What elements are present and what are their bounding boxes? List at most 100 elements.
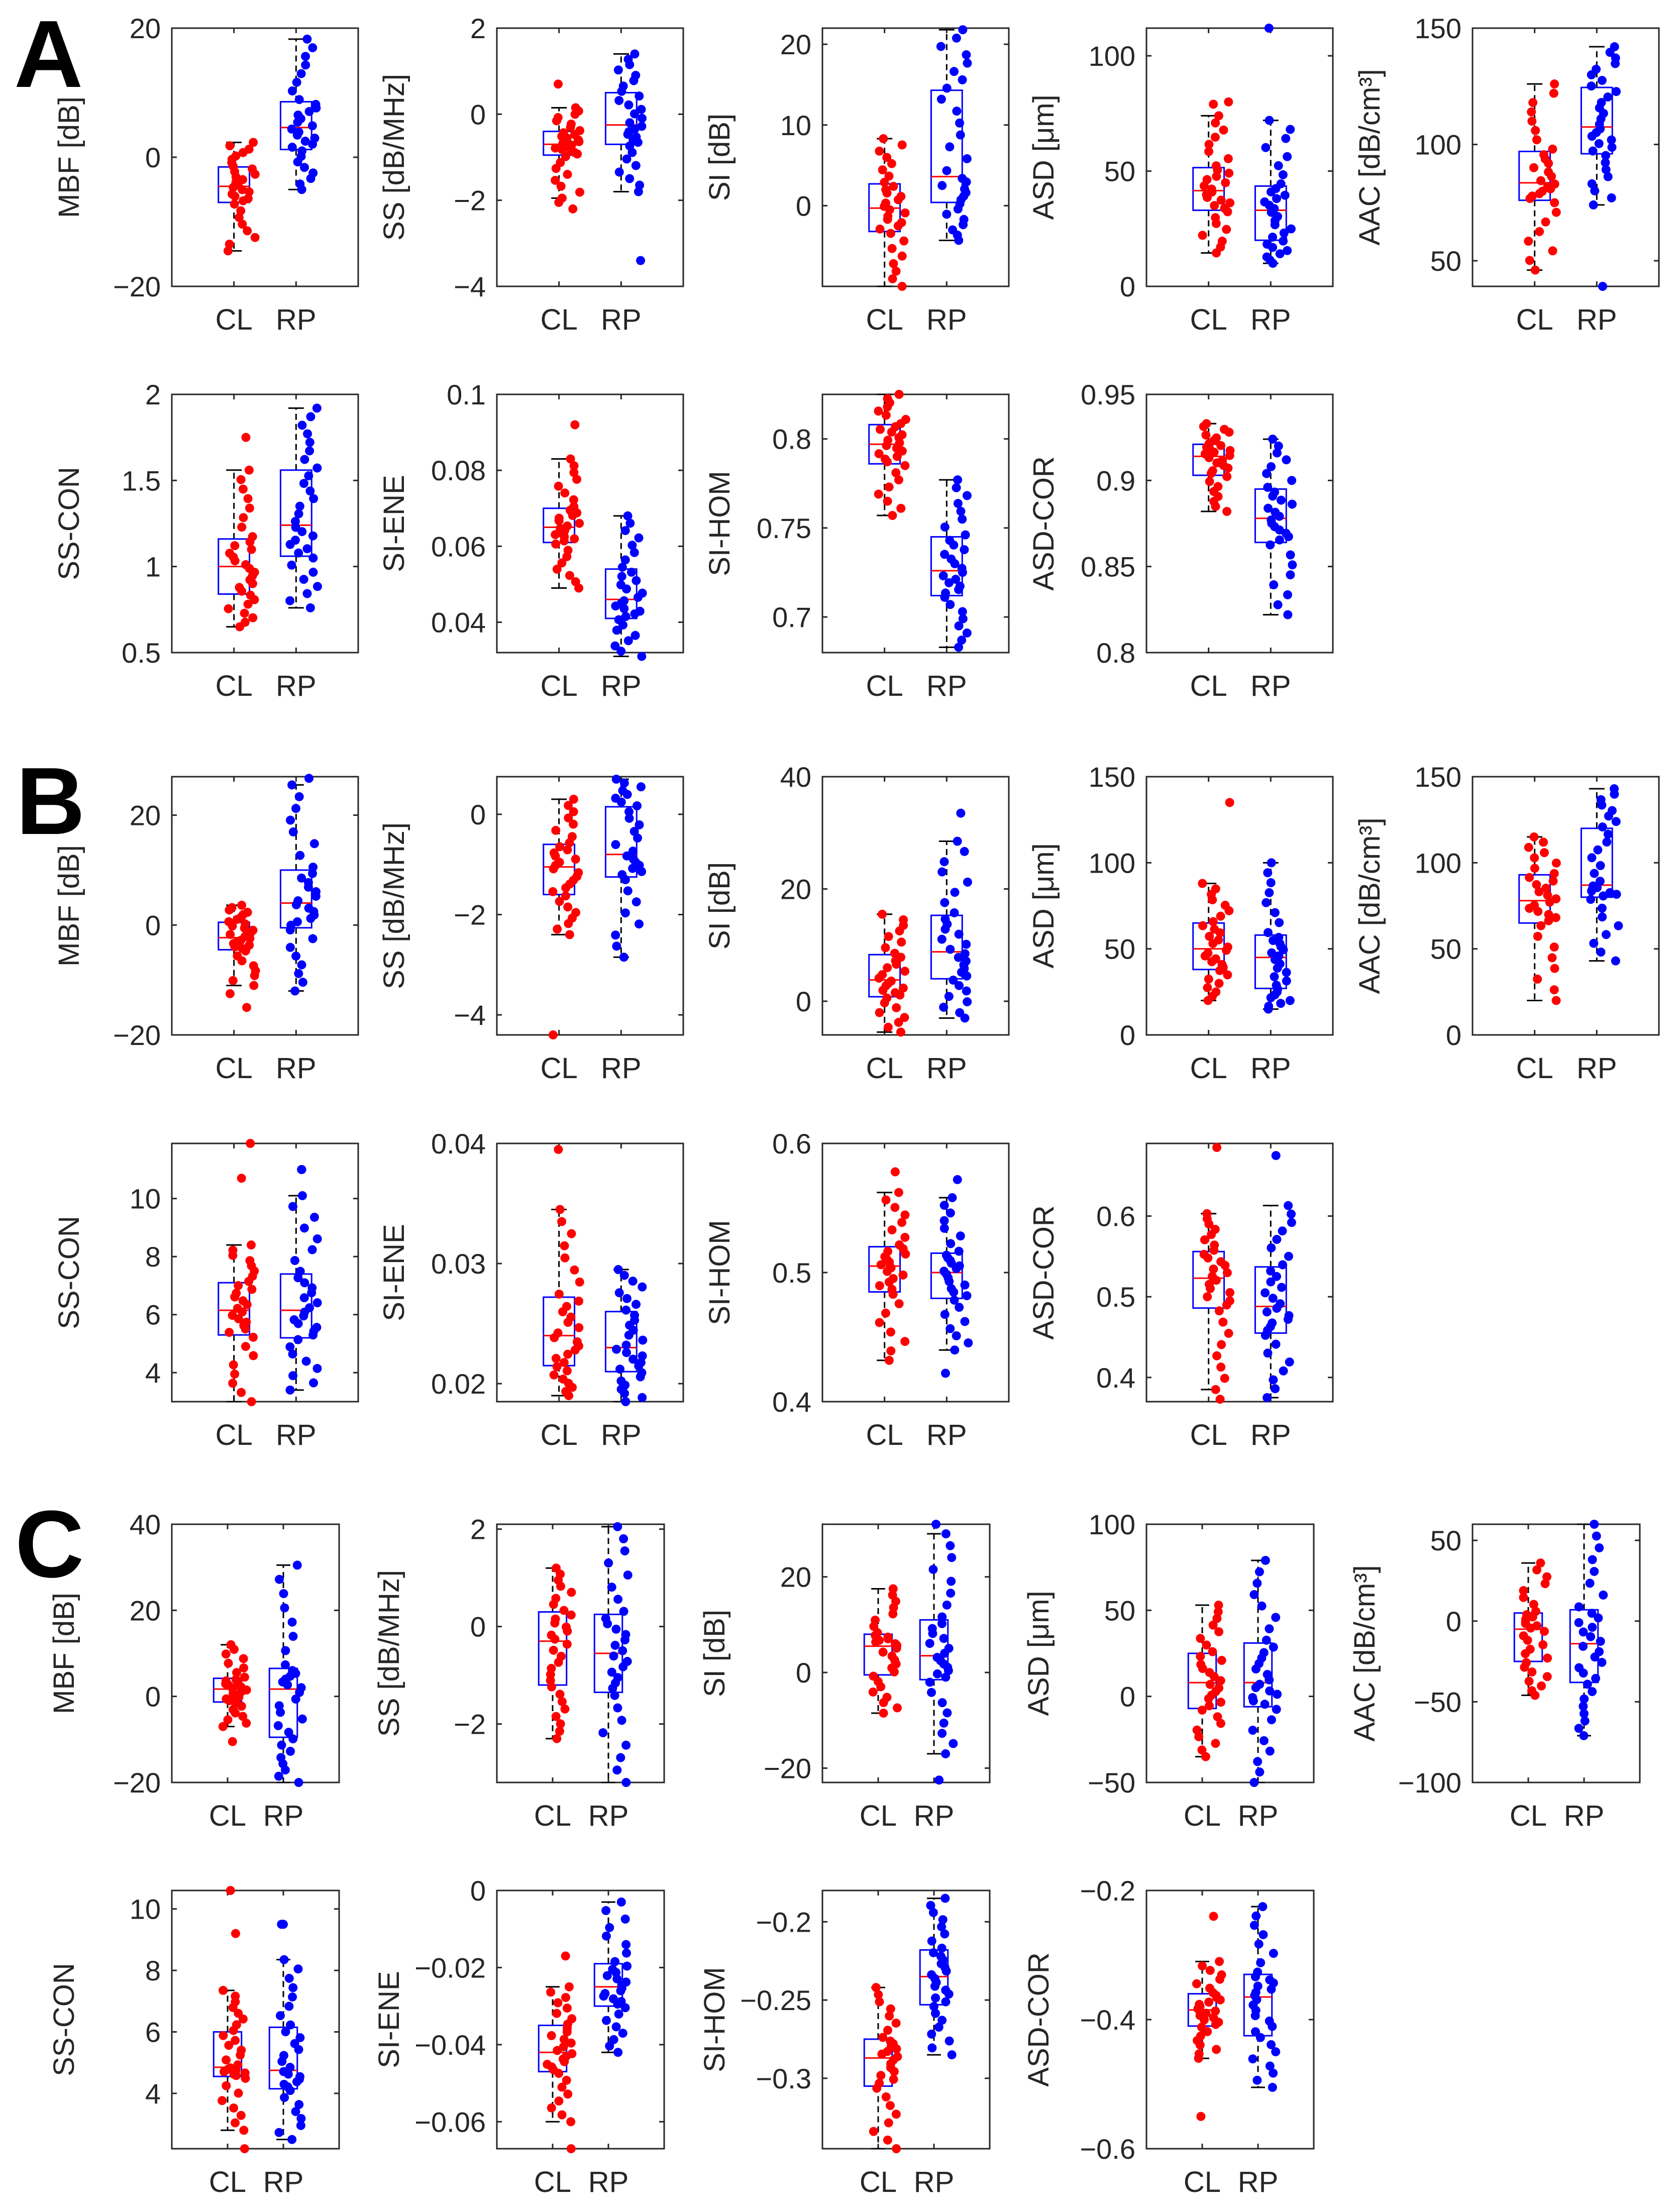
data-point-rp bbox=[1283, 246, 1292, 255]
data-point-cl bbox=[1544, 167, 1553, 177]
box-rp bbox=[1580, 42, 1621, 291]
y-tick-label: 1.5 bbox=[122, 465, 161, 496]
data-point-cl bbox=[1198, 231, 1207, 240]
data-point-cl bbox=[1216, 1362, 1226, 1372]
data-point-rp bbox=[963, 58, 972, 68]
data-point-cl bbox=[554, 2096, 564, 2106]
y-tick-label: 20 bbox=[130, 13, 161, 44]
data-point-cl bbox=[225, 141, 235, 151]
data-point-rp bbox=[1285, 1357, 1294, 1367]
data-point-cl bbox=[567, 140, 576, 150]
data-point-rp bbox=[629, 548, 639, 557]
y-axis-label: SS-CON bbox=[48, 1963, 80, 2076]
data-point-cl bbox=[557, 2082, 567, 2092]
data-point-cl bbox=[1214, 1306, 1224, 1316]
data-point-rp bbox=[598, 1728, 608, 1738]
data-point-rp bbox=[300, 455, 309, 464]
subplot-b-9: 0.4 0.5 0.6 ASD-COR CL RP bbox=[1027, 1142, 1334, 1451]
data-point-cl bbox=[241, 1342, 250, 1351]
data-point-rp bbox=[293, 896, 303, 906]
data-point-cl bbox=[221, 1676, 231, 1686]
y-tick-label: 0 bbox=[1120, 271, 1135, 302]
data-point-rp bbox=[617, 572, 626, 581]
data-point-rp bbox=[1283, 610, 1293, 619]
data-point-rp bbox=[622, 1348, 632, 1357]
data-point-rp bbox=[626, 567, 636, 577]
data-point-rp bbox=[1595, 1543, 1604, 1552]
x-tick-label-cl: CL bbox=[1184, 1800, 1221, 1832]
data-point-cl bbox=[894, 390, 904, 399]
iqr-box bbox=[1580, 827, 1613, 898]
data-point-cl bbox=[1537, 1681, 1546, 1691]
data-point-cl bbox=[897, 282, 907, 291]
data-point-rp bbox=[288, 1371, 298, 1381]
data-point-cl bbox=[1225, 1296, 1234, 1306]
box-cl bbox=[543, 794, 583, 1039]
data-point-cl bbox=[891, 468, 901, 477]
data-point-rp bbox=[1272, 1272, 1281, 1281]
data-point-rp bbox=[941, 1749, 951, 1758]
data-point-rp bbox=[927, 1624, 937, 1633]
data-point-rp bbox=[632, 576, 641, 585]
data-point-rp bbox=[928, 1564, 938, 1574]
data-point-rp bbox=[1287, 499, 1297, 509]
data-point-rp bbox=[962, 986, 971, 996]
data-point-cl bbox=[1214, 1683, 1224, 1693]
x-tick-label-rp: RP bbox=[588, 1800, 629, 1832]
data-point-cl bbox=[879, 1708, 888, 1718]
data-point-rp bbox=[628, 847, 638, 856]
data-point-cl bbox=[1224, 168, 1234, 178]
data-point-cl bbox=[1543, 1653, 1552, 1663]
data-point-rp bbox=[638, 588, 647, 598]
data-point-cl bbox=[551, 1594, 561, 1603]
subplot-c-2: −2 0 2 SS [dB/MHz] CL RP bbox=[373, 1514, 665, 1832]
data-point-rp bbox=[962, 1291, 972, 1301]
data-point-cl bbox=[246, 590, 255, 600]
data-point-cl bbox=[231, 151, 241, 161]
data-point-rp bbox=[620, 1546, 629, 1556]
data-point-rp bbox=[1271, 1613, 1281, 1622]
data-point-rp bbox=[276, 1753, 286, 1762]
data-point-rp bbox=[308, 43, 318, 53]
data-point-rp bbox=[1607, 143, 1617, 152]
subplot-a-9: 0.8 0.85 0.9 0.95 ASD-COR CL RP bbox=[1027, 379, 1334, 702]
data-point-cl bbox=[559, 2035, 569, 2044]
data-point-rp bbox=[960, 1280, 970, 1290]
data-point-cl bbox=[226, 1640, 236, 1649]
data-point-cl bbox=[557, 1697, 567, 1707]
data-point-cl bbox=[1201, 430, 1211, 440]
data-point-rp bbox=[312, 463, 322, 473]
x-tick-label-rp: RP bbox=[601, 303, 642, 336]
data-point-rp bbox=[279, 2079, 289, 2089]
x-tick-label-rp: RP bbox=[263, 2166, 304, 2198]
data-point-rp bbox=[947, 2050, 957, 2060]
box-cl bbox=[1518, 832, 1561, 1005]
data-point-rp bbox=[1594, 1613, 1603, 1623]
data-point-rp bbox=[1258, 1930, 1268, 1939]
data-point-rp bbox=[958, 614, 968, 623]
data-point-cl bbox=[553, 924, 562, 934]
y-tick-label: 0.4 bbox=[772, 1386, 811, 1418]
data-point-cl bbox=[1549, 942, 1559, 952]
data-point-rp bbox=[1607, 806, 1617, 815]
x-tick-label-rp: RP bbox=[276, 670, 317, 702]
data-point-cl bbox=[551, 143, 560, 153]
data-point-cl bbox=[1530, 853, 1539, 863]
data-point-cl bbox=[884, 932, 893, 941]
axes-frame bbox=[821, 1889, 991, 2150]
data-point-rp bbox=[925, 1677, 934, 1687]
data-point-cl bbox=[884, 1355, 894, 1365]
data-point-rp bbox=[306, 412, 316, 422]
data-point-cl bbox=[878, 1647, 888, 1657]
data-point-cl bbox=[1209, 1264, 1218, 1274]
data-point-rp bbox=[279, 1955, 289, 1964]
y-tick-label: 0.04 bbox=[431, 1128, 486, 1160]
data-point-rp bbox=[629, 826, 639, 836]
data-point-cl bbox=[1548, 246, 1557, 256]
data-point-cl bbox=[548, 887, 558, 896]
data-point-rp bbox=[637, 652, 647, 661]
data-point-rp bbox=[290, 1256, 299, 1266]
data-point-rp bbox=[622, 1657, 632, 1666]
data-point-rp bbox=[1611, 956, 1620, 966]
data-point-cl bbox=[1204, 974, 1213, 984]
